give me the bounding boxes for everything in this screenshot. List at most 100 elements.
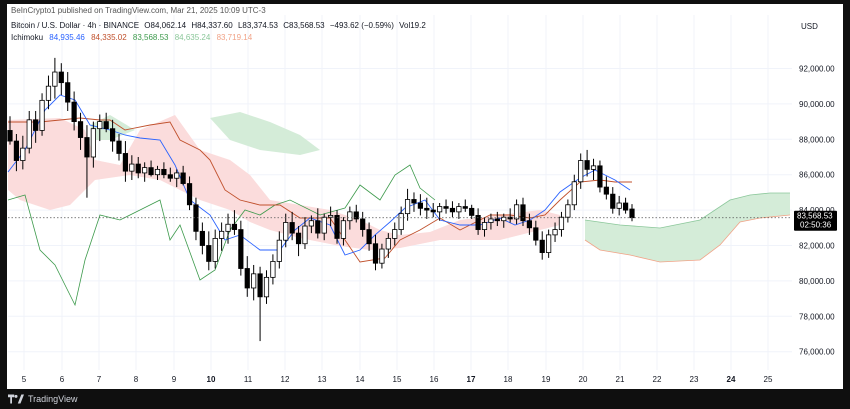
change-value: −493.62 (−0.59%) — [329, 21, 394, 30]
candle — [321, 216, 327, 234]
candle — [135, 163, 141, 174]
candle — [58, 71, 64, 84]
indicator-name[interactable]: Ichimoku — [11, 33, 44, 42]
candle — [71, 101, 77, 122]
candle — [481, 222, 488, 230]
brand-name: TradingView — [28, 394, 78, 404]
candle — [372, 243, 379, 264]
ichimoku-span-b-value: 83,719.14 — [216, 33, 253, 42]
candle — [186, 183, 193, 206]
candle — [398, 213, 404, 230]
x-axis-tick-label: 7 — [97, 375, 102, 384]
y-axis-tick-label: 82,000.00 — [799, 242, 835, 251]
candle — [270, 261, 276, 278]
candle — [347, 211, 353, 222]
candle — [437, 206, 443, 213]
candle — [257, 273, 263, 298]
candle — [360, 218, 366, 230]
candle — [129, 163, 135, 172]
candle — [546, 234, 552, 253]
candle — [97, 121, 103, 130]
candle — [526, 220, 533, 229]
candle — [417, 202, 423, 209]
candle — [501, 216, 507, 222]
candle — [520, 204, 526, 222]
candle — [533, 227, 539, 241]
price-label-countdown: 02:50:36 — [800, 221, 832, 230]
candle — [539, 239, 545, 253]
candle — [456, 206, 462, 213]
candle — [251, 273, 257, 289]
y-axis-tick-label: 80,000.00 — [799, 277, 835, 286]
candle — [488, 218, 494, 223]
price-label-box — [794, 210, 837, 231]
candle — [430, 209, 436, 213]
high-value: H84,337.60 — [191, 21, 233, 30]
candle — [142, 167, 148, 174]
y-axis-tick-label: 78,000.00 — [799, 312, 835, 321]
candle — [629, 208, 635, 219]
candle — [462, 206, 468, 209]
close-value: C83,568.53 — [283, 21, 325, 30]
cloud-bullish — [585, 193, 790, 262]
x-axis-tick-label: 23 — [690, 375, 699, 384]
tradingview-logo-icon[interactable] — [8, 394, 24, 404]
candle — [225, 223, 231, 232]
candle — [77, 121, 84, 138]
candle — [340, 220, 347, 239]
x-axis-tick-label: 15 — [393, 375, 402, 384]
senkou-span-b — [584, 214, 791, 263]
candle — [65, 82, 71, 103]
candle — [231, 223, 238, 230]
candle — [578, 160, 584, 183]
candle — [283, 222, 289, 241]
candle — [103, 121, 109, 130]
x-axis-tick-label: 12 — [281, 375, 290, 384]
candle — [167, 174, 173, 179]
x-axis-tick-label: 10 — [207, 375, 216, 384]
base-line — [8, 117, 632, 263]
currency-label[interactable]: USD — [801, 22, 818, 31]
symbol-label[interactable]: Bitcoin / U.S. Dollar · 4h · BINANCE — [11, 21, 140, 30]
x-axis-tick-label: 9 — [172, 375, 177, 384]
candle — [154, 168, 161, 176]
candle — [289, 222, 295, 234]
candle — [366, 229, 372, 245]
x-axis-tick-label: 16 — [430, 375, 439, 384]
y-axis-tick-label: 88,000.00 — [799, 135, 835, 144]
candle — [616, 202, 622, 209]
candle — [385, 238, 391, 250]
x-axis-tick-label: 21 — [616, 375, 625, 384]
lagging-span-line — [7, 164, 436, 307]
y-axis-tick-label: 92,000.00 — [799, 65, 835, 74]
candle — [334, 215, 340, 239]
volume-value: Vol19.2 — [399, 21, 426, 30]
candle — [424, 207, 430, 211]
x-axis-tick-label: 11 — [244, 375, 253, 384]
price-label-value: 83,568.53 — [797, 212, 833, 221]
y-axis-tick-label: 84,000.00 — [799, 206, 835, 215]
ohlc-legend: Bitcoin / U.S. Dollar · 4h · BINANCE O84… — [11, 21, 429, 30]
candle — [443, 206, 449, 209]
candle — [39, 99, 45, 131]
y-axis-tick-label: 90,000.00 — [799, 100, 835, 109]
candle — [379, 248, 385, 264]
x-axis-tick-label: 8 — [134, 375, 139, 384]
candle — [404, 199, 411, 215]
x-axis-tick-label: 19 — [542, 375, 551, 384]
candle — [469, 207, 475, 216]
open-value: O84,062.14 — [144, 21, 187, 30]
ichimoku-lagging-value: 83,568.53 — [132, 33, 169, 42]
candle — [7, 130, 13, 142]
ichimoku-span-a-value: 84,635.24 — [174, 33, 211, 42]
candle — [603, 186, 609, 195]
candle — [52, 71, 58, 87]
candle — [295, 232, 302, 245]
candle — [622, 202, 629, 211]
candle — [475, 215, 481, 230]
candle — [148, 167, 154, 176]
ichimoku-legend[interactable]: Ichimoku 84,935.46 84,335.02 83,568.53 8… — [11, 33, 256, 42]
candle — [84, 137, 90, 158]
candle — [212, 238, 218, 262]
